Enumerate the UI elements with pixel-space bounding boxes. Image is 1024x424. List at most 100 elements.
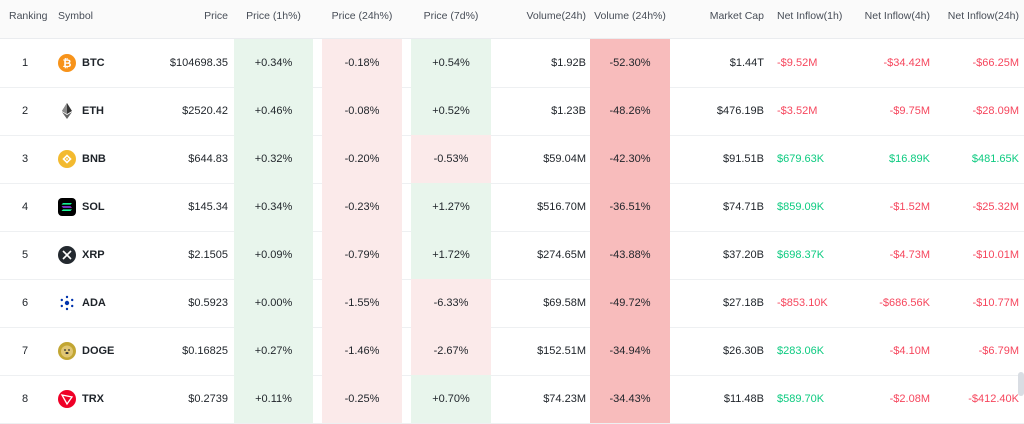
price-1h-cell: +0.09% [254,249,293,261]
volume-24h-pct-cell: -43.88% [609,249,651,261]
price-24h-cell: -0.23% [344,201,380,213]
solana-icon [58,198,76,216]
table-row[interactable]: 2 ETH $2520.42 +0.46% -0.08% +0.52% $1.23B -48.… [0,87,1024,136]
svg-text:₿: ₿ [63,57,72,70]
net-inflow-24h-cell: -$6.79M [978,345,1019,357]
price-7d-cell-bg [411,135,491,183]
volume-24h-pct-cell-bg [590,375,670,423]
col-header-price[interactable]: Price [204,10,228,22]
price-1h-cell: +0.27% [254,345,293,357]
price-cell: $104698.35 [169,57,228,69]
price-24h-cell: -0.08% [344,105,380,117]
col-header-net-inflow-1h[interactable]: Net Inflow(1h) [777,10,843,22]
volume-24h-pct-cell: -48.26% [609,105,651,117]
price-7d-cell-bg [411,183,491,231]
net-inflow-1h-cell: -$853.10K [777,297,828,309]
table-row[interactable]: 1 BTC $104698.35 +0.34% -0.18% +0.54% $1.92B -5… [0,39,1024,88]
col-header-ranking[interactable]: Ranking [9,10,48,22]
volume-24h-pct-cell-bg [590,183,670,231]
col-header-market-cap[interactable]: Market Cap [709,10,764,22]
table-row[interactable]: 8 TRX $0.2739 +0.11% -0.25% +0.70% $74.23M -34.… [0,375,1024,424]
net-inflow-1h-cell: -$3.52M [777,105,818,117]
table-row[interactable]: 6 ADA $0.5923 +0.00% -1.55% -6.33% $69.58M -49.… [0,279,1024,328]
symbol-cell: XRP [82,249,105,261]
price-24h-cell: -1.55% [344,297,380,309]
col-header-net-inflow-4h[interactable]: Net Inflow(4h) [864,10,930,22]
price-24h-cell: -0.18% [344,57,380,69]
price-7d-cell: -6.33% [433,297,469,309]
col-header-price-7d[interactable]: Price (7d%) [423,10,479,22]
rank-cell: 2 [21,105,29,117]
price-24h-cell-bg [322,183,402,231]
price-1h-cell: +0.46% [254,105,293,117]
col-header-symbol[interactable]: Symbol [58,10,94,22]
rank-cell: 7 [21,345,29,357]
symbol-cell: ADA [82,297,106,309]
cardano-icon [58,294,76,312]
bnb-icon [58,150,76,168]
rank-cell: 8 [21,393,29,405]
volume-24h-pct-cell: -36.51% [609,201,651,213]
net-inflow-4h-cell: -$9.75M [889,105,930,117]
tron-icon [58,390,76,408]
price-cell: $0.5923 [188,297,228,309]
net-inflow-24h-cell: $481.65K [971,153,1019,165]
net-inflow-4h-cell: -$1.52M [889,201,930,213]
price-7d-cell-bg [411,231,491,279]
net-inflow-24h-cell: -$412.40K [968,393,1019,405]
symbol-cell: ETH [82,105,104,117]
price-7d-cell: +0.52% [432,105,470,117]
price-7d-cell-bg [411,279,491,327]
price-cell: $2.1505 [188,249,228,261]
price-24h-cell: -0.20% [344,153,380,165]
volume-24h-pct-cell: -52.30% [609,57,651,69]
volume-24h-pct-cell: -42.30% [609,153,651,165]
volume-24h-pct-cell: -49.72% [609,297,651,309]
col-header-price-24h[interactable]: Price (24h%) [331,10,393,22]
table-row[interactable]: 4 SOL $145.34 +0.34% -0.23% +1.27% $516.70M -36… [0,183,1024,232]
symbol-cell: SOL [82,201,105,213]
col-header-net-inflow-24h[interactable]: Net Inflow(24h) [947,10,1019,22]
price-1h-cell: +0.11% [255,393,292,405]
volume-24h-pct-cell-bg [590,279,670,327]
price-1h-cell-bg [234,87,313,135]
volume-24h-cell: $1.23B [551,105,586,117]
market-cap-cell: $11.48B [723,393,764,405]
price-24h-cell-bg [322,327,402,375]
col-header-volume-24h-pct[interactable]: Volume (24h%) [594,10,666,22]
price-7d-cell: -0.53% [433,153,469,165]
price-7d-cell: +1.72% [432,249,470,261]
table-row[interactable]: 5 XRP $2.1505 +0.09% -0.79% +1.72% $274.65M -43… [0,231,1024,280]
price-1h-cell-bg [234,375,313,423]
volume-24h-pct-cell: -34.43% [609,393,651,405]
price-1h-cell: +0.34% [254,201,293,213]
net-inflow-24h-cell: -$28.09M [972,105,1019,117]
market-cap-cell: $1.44T [729,57,764,69]
volume-24h-pct-cell-bg [590,231,670,279]
price-24h-cell-bg [322,39,402,87]
price-1h-cell-bg [234,327,313,375]
table-row[interactable]: 3 BNB $644.83 +0.32% -0.20% -0.53% $59.04M -42.… [0,135,1024,184]
price-1h-cell-bg [234,183,313,231]
volume-24h-pct-cell: -34.94% [609,345,651,357]
col-header-volume-24h[interactable]: Volume(24h) [526,10,586,22]
symbol-cell: BNB [82,153,106,165]
volume-24h-cell: $274.65M [537,249,586,261]
price-7d-cell-bg [411,39,491,87]
price-cell: $2520.42 [182,105,228,117]
net-inflow-4h-cell: -$34.42M [883,57,930,69]
symbol-cell: TRX [82,393,104,405]
price-1h-cell: +0.00% [254,297,293,309]
net-inflow-4h-cell: -$2.08M [889,393,930,405]
price-7d-cell: +0.70% [432,393,470,405]
net-inflow-24h-cell: -$25.32M [972,201,1019,213]
price-7d-cell-bg [411,327,491,375]
market-cap-cell: $26.30B [723,345,764,357]
scrollbar[interactable] [1018,372,1024,396]
table-row[interactable]: 7 DOGE $0.16825 +0.27% -1.46% -2.67% $152.51M -… [0,327,1024,376]
price-7d-cell-bg [411,375,491,423]
col-header-price-1h[interactable]: Price (1h%) [246,10,301,22]
market-cap-cell: $27.18B [723,297,764,309]
ethereum-icon [58,102,76,120]
net-inflow-4h-cell: -$4.73M [889,249,930,261]
